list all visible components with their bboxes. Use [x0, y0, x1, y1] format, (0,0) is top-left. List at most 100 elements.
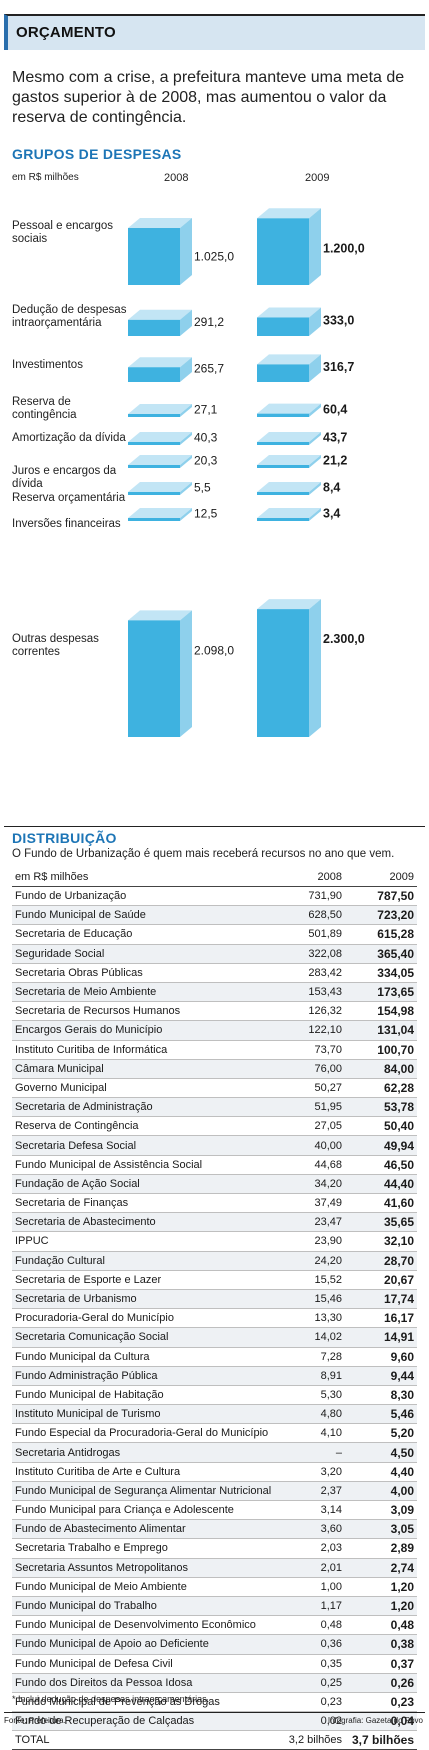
- table-row: Secretaria Trabalho e Emprego 2,03 2,89: [12, 1538, 417, 1559]
- value-2008: 0,35: [277, 1654, 345, 1674]
- bar-front-face: [257, 492, 309, 495]
- bar-side-face: [180, 404, 192, 417]
- total-2008: 3,2 bilhões: [277, 1730, 345, 1750]
- value-2008: 0,25: [277, 1673, 345, 1693]
- table-row: Instituto Municipal de Turismo 4,80 5,46: [12, 1404, 417, 1425]
- bar-front-face: [257, 609, 309, 737]
- value-2008: 1,00: [277, 1577, 345, 1597]
- row-label: Fundo Municipal de Segurança Alimentar N…: [12, 1481, 277, 1502]
- value-2009: 4,00: [345, 1481, 417, 1502]
- table-row: Fundo Municipal de Assistência Social 44,…: [12, 1155, 417, 1175]
- value-2008: 51,95: [277, 1097, 345, 1118]
- bar-2009-1: [257, 307, 321, 336]
- table-row: Secretaria de Finanças 37,49 41,60: [12, 1193, 417, 1214]
- table-row: Secretaria Antidrogas –4,50: [12, 1442, 417, 1463]
- bar-side-face: [180, 218, 192, 285]
- value-2009: 0,23: [345, 1692, 417, 1713]
- value-2009: 787,50: [345, 886, 417, 907]
- value-2008: 24,20: [277, 1251, 345, 1271]
- row-label: Secretaria Antidrogas: [12, 1442, 277, 1463]
- row-label: Instituto Municipal de Turismo: [12, 1404, 277, 1425]
- value-2009: 131,04: [345, 1020, 417, 1041]
- value-2009: 5,46: [345, 1404, 417, 1425]
- bar-side-face: [180, 508, 192, 521]
- table-row: Secretaria Obras Públicas 283,42 334,05: [12, 963, 417, 983]
- bar-2009-2: [257, 354, 321, 382]
- table-row: Fundo Municipal de Apoio ao Deficiente 0,…: [12, 1634, 417, 1655]
- bar-2008-5: [128, 455, 192, 468]
- bar-front-face: [128, 518, 180, 521]
- bar-front-face: [128, 414, 180, 417]
- bar-value-label: 60,4: [323, 402, 347, 416]
- bar-top-face: [128, 610, 192, 621]
- bar-top-face: [128, 432, 192, 442]
- value-2009: 35,65: [345, 1212, 417, 1233]
- row-label: Secretaria Obras Públicas: [12, 963, 277, 983]
- value-2008: 1,17: [277, 1596, 345, 1617]
- groups-unit: em R$ milhões: [12, 172, 79, 183]
- table-row: Governo Municipal 50,27 62,28: [12, 1078, 417, 1099]
- value-2009: 0,37: [345, 1654, 417, 1674]
- row-label: Secretaria Comunicação Social: [12, 1327, 277, 1348]
- value-2008: 7,28: [277, 1347, 345, 1367]
- infographic-credit: Infografia: Gazeta do Povo: [327, 1716, 423, 1725]
- table-row: Fundo Municipal de Segurança Alimentar N…: [12, 1481, 417, 1502]
- value-2009: 49,94: [345, 1135, 417, 1156]
- value-2009: 9,44: [345, 1366, 417, 1386]
- row-label: Secretaria de Recursos Humanos: [12, 1001, 277, 1022]
- bar-2009-0: [257, 208, 321, 285]
- table-row: Fundo Municipal da Cultura 7,28 9,60: [12, 1347, 417, 1367]
- bar-top-face: [128, 482, 192, 492]
- distribution-title: DISTRIBUIÇÃO: [12, 830, 117, 846]
- value-2008: 73,70: [277, 1040, 345, 1060]
- table-body: Fundo de Urbanização 731,90 787,50 Fundo Mu…: [12, 886, 417, 1750]
- value-2008: 4,80: [277, 1404, 345, 1425]
- bar-side-face: [309, 432, 321, 445]
- value-2009: 5,20: [345, 1423, 417, 1444]
- value-2009: 41,60: [345, 1193, 417, 1214]
- value-2008: 153,43: [277, 982, 345, 1003]
- bar-front-face: [128, 465, 180, 468]
- value-2009: 8,30: [345, 1385, 417, 1406]
- bar-value-label: 316,7: [323, 360, 354, 374]
- value-2009: 334,05: [345, 963, 417, 983]
- value-2009: 0,26: [345, 1673, 417, 1693]
- bar-side-face: [309, 403, 321, 417]
- bar-2008-4: [128, 432, 192, 445]
- table-row: IPPUC 23,90 32,10: [12, 1231, 417, 1252]
- table-row: Secretaria de Educação 501,89 615,28: [12, 924, 417, 945]
- bar-value-label: 2.098,0: [194, 643, 234, 657]
- table-row: Secretaria de Recursos Humanos 126,32 154,…: [12, 1001, 417, 1022]
- bar-2008-2: [128, 357, 192, 382]
- value-2008: 23,90: [277, 1231, 345, 1252]
- bar-side-face: [309, 508, 321, 521]
- value-2009: 2,74: [345, 1558, 417, 1578]
- row-label: Fundação Cultural: [12, 1251, 277, 1271]
- total-label: TOTAL: [12, 1730, 277, 1750]
- value-2008: 3,20: [277, 1462, 345, 1482]
- row-label: Câmara Municipal: [12, 1059, 277, 1079]
- distribution-subtitle: O Fundo de Urbanização é quem mais receb…: [12, 848, 395, 860]
- value-2009: 3,09: [345, 1500, 417, 1521]
- table-row: Fundo Municipal do Trabalho 1,17 1,20: [12, 1596, 417, 1617]
- value-2009: 0,48: [345, 1615, 417, 1636]
- bar-top-face: [257, 307, 321, 318]
- table-header-2008: 2008: [277, 868, 345, 887]
- bar-top-face: [128, 508, 192, 518]
- bar-top-face: [128, 218, 192, 229]
- bar-top-face: [257, 482, 321, 492]
- row-label: Secretaria Trabalho e Emprego: [12, 1538, 277, 1559]
- category-label: Reserva orçamentária: [12, 492, 126, 504]
- table-row: Fundo de Recuperação de Calçadas 0,02 0,04: [12, 1711, 417, 1732]
- bar-value-label: 291,2: [194, 315, 224, 329]
- value-2008: 0,02: [277, 1711, 345, 1732]
- table-row: Encargos Gerais do Município 122,10 131,04: [12, 1020, 417, 1041]
- value-2009: 20,67: [345, 1270, 417, 1290]
- value-2008: 44,68: [277, 1155, 345, 1175]
- row-label: Seguridade Social: [12, 944, 277, 964]
- bar-top-face: [257, 432, 321, 442]
- table-header-row: em R$ milhões 2008 2009: [12, 868, 417, 887]
- groups-title: GRUPOS DE DESPESAS: [12, 146, 182, 162]
- value-2008: 0,23: [277, 1692, 345, 1713]
- section-header: ORÇAMENTO: [4, 14, 425, 50]
